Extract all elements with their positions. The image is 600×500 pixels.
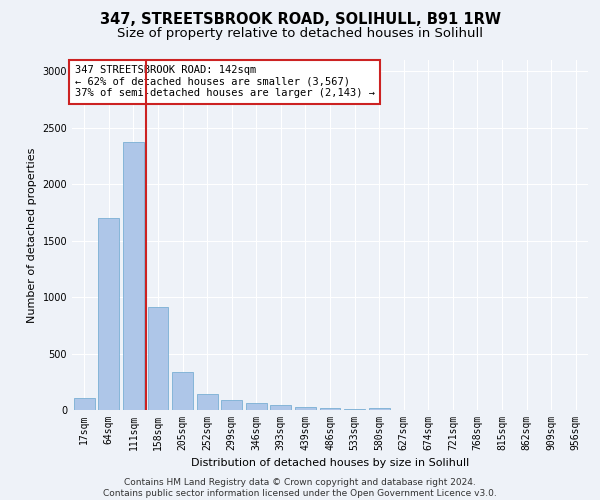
Bar [74, 398, 95, 410]
Bar [197, 394, 218, 410]
Text: 347 STREETSBROOK ROAD: 142sqm
← 62% of detached houses are smaller (3,567)
37% o: 347 STREETSBROOK ROAD: 142sqm ← 62% of d… [74, 66, 374, 98]
Bar [320, 408, 340, 410]
Bar [221, 400, 242, 410]
Bar [148, 308, 169, 410]
Bar [123, 142, 144, 410]
Text: 347, STREETSBROOK ROAD, SOLIHULL, B91 1RW: 347, STREETSBROOK ROAD, SOLIHULL, B91 1R… [100, 12, 500, 28]
Y-axis label: Number of detached properties: Number of detached properties [27, 148, 37, 322]
Bar [368, 408, 389, 410]
Bar [172, 372, 193, 410]
Text: Size of property relative to detached houses in Solihull: Size of property relative to detached ho… [117, 28, 483, 40]
Bar [98, 218, 119, 410]
Text: Contains HM Land Registry data © Crown copyright and database right 2024.
Contai: Contains HM Land Registry data © Crown c… [103, 478, 497, 498]
Bar [271, 405, 292, 410]
Bar [246, 403, 267, 410]
Bar [295, 407, 316, 410]
X-axis label: Distribution of detached houses by size in Solihull: Distribution of detached houses by size … [191, 458, 469, 468]
